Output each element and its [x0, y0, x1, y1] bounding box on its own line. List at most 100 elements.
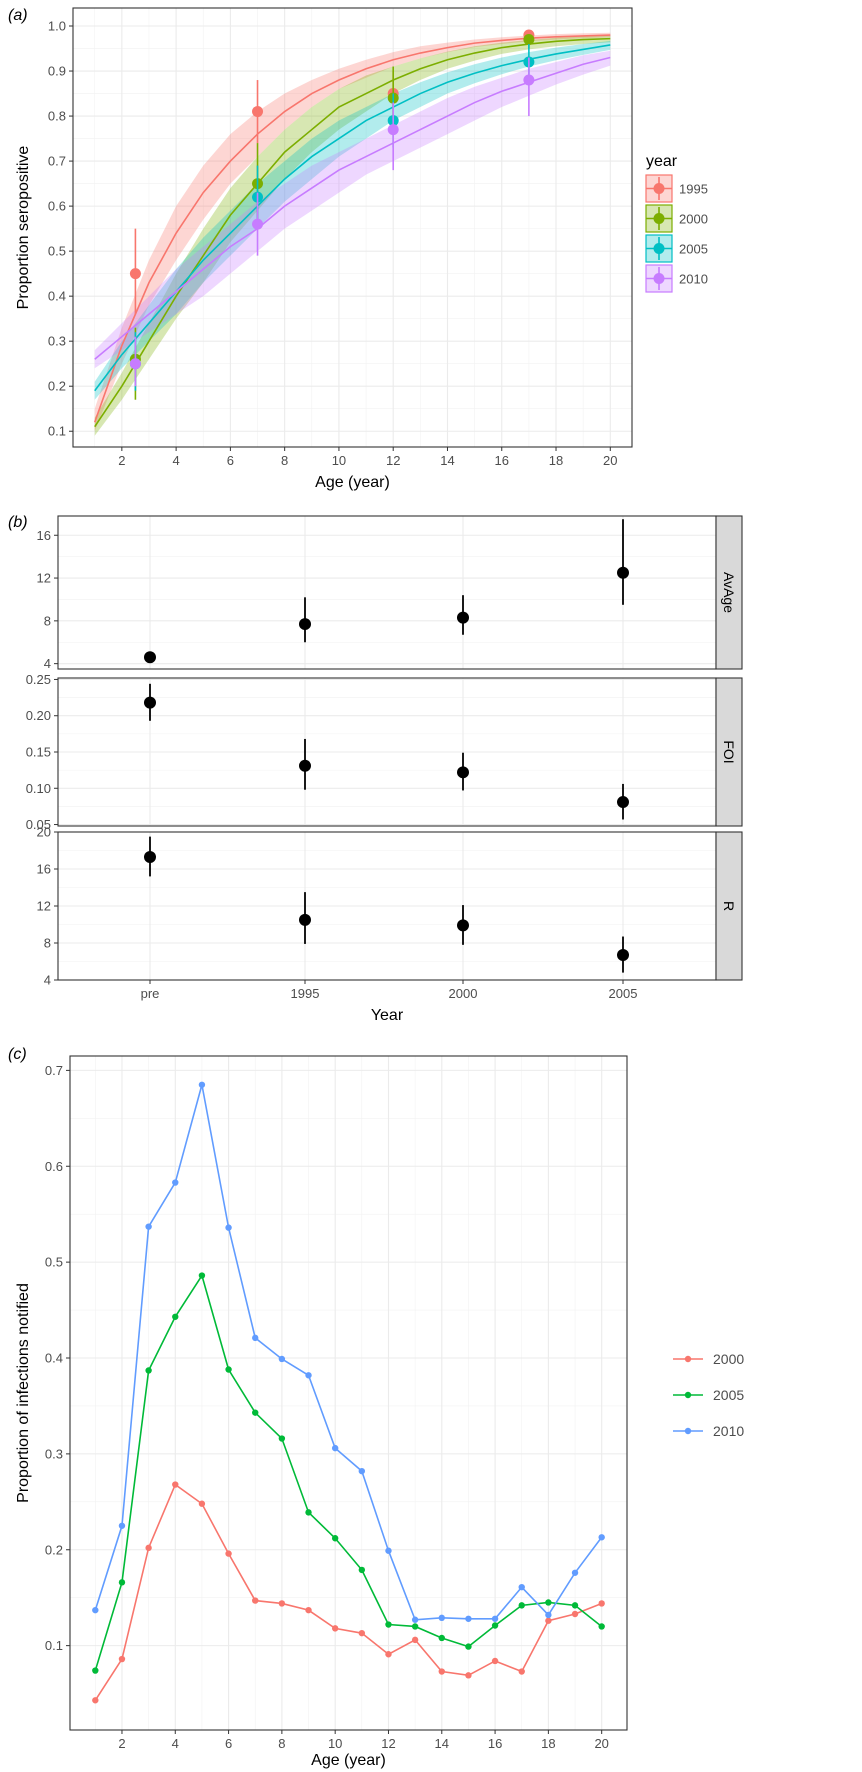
- c-point-2005: [491, 1622, 499, 1629]
- c-point-2000: [252, 1597, 259, 1604]
- a-legend-label-2010: 2010: [679, 272, 708, 287]
- b-FOI-y-tick-label: 0.25: [26, 672, 51, 687]
- c-panel-bg: [70, 1056, 627, 1730]
- b-FOI-point: [617, 796, 629, 809]
- c-point-2005: [358, 1566, 366, 1574]
- c-point-2010: [225, 1224, 232, 1231]
- a-point-1995: [129, 268, 141, 280]
- c-x-tick-label: 4: [172, 1736, 179, 1751]
- c-point-2000: [491, 1657, 499, 1665]
- panel-b-label: (b): [8, 514, 28, 531]
- b-AvAge-y-tick-label: 4: [44, 656, 51, 671]
- a-y-tick-label: 0.5: [48, 244, 66, 259]
- b-FOI-strip: [715, 677, 743, 827]
- c-y-tick-label: 0.1: [45, 1638, 63, 1653]
- a-legend-title: year: [646, 153, 678, 170]
- c-point-2010: [172, 1179, 179, 1186]
- c-point-2005: [225, 1366, 232, 1373]
- c-y-tick-label: 0.6: [45, 1159, 63, 1174]
- b-x-tick-label: 1995: [291, 986, 320, 1001]
- a-x-tick-label: 20: [603, 453, 617, 468]
- b-AvAge-strip-label: AvAge: [721, 572, 737, 613]
- b-R-point: [617, 949, 629, 962]
- c-point-2005: [571, 1602, 579, 1609]
- a-x-tick-label: 16: [495, 453, 509, 468]
- a-x-tick-label: 2: [118, 453, 125, 468]
- c-point-2000: [92, 1697, 99, 1704]
- panel-c-label: (c): [8, 1046, 27, 1063]
- c-point-2000: [571, 1610, 579, 1618]
- c-x-axis-title: Age (year): [311, 1752, 386, 1769]
- b-FOI-point: [299, 759, 311, 772]
- c-y-tick-label: 0.4: [45, 1351, 63, 1366]
- b-R-y-tick-label: 12: [37, 899, 51, 914]
- a-y-tick-label: 0.4: [48, 289, 66, 304]
- b-R-point: [457, 919, 469, 932]
- c-point-2000: [172, 1481, 179, 1488]
- a-ci-band-2010: [94, 50, 611, 369]
- c-point-2005: [278, 1435, 286, 1442]
- c-legend-key-point-2000: [684, 1355, 692, 1363]
- a-legend-key-point-2005: [653, 243, 665, 254]
- c-point-2010: [465, 1615, 472, 1622]
- c-point-2010: [491, 1615, 499, 1622]
- c-point-2005: [331, 1535, 339, 1542]
- c-point-2005: [198, 1272, 206, 1279]
- a-x-tick-label: 18: [549, 453, 563, 468]
- a-legend-key-point-1995: [653, 183, 665, 194]
- c-point-2005: [465, 1643, 472, 1650]
- a-x-axis-title: Age (year): [315, 474, 390, 491]
- b-R-strip: [715, 831, 743, 981]
- b-R-point: [144, 850, 156, 863]
- c-point-2005: [411, 1623, 419, 1630]
- b-R-y-tick-label: 16: [37, 862, 51, 877]
- c-point-2005: [118, 1579, 126, 1586]
- a-y-tick-label: 0.2: [48, 379, 66, 394]
- b-AvAge-point: [144, 651, 156, 664]
- c-y-tick-label: 0.5: [45, 1255, 63, 1270]
- c-point-2010: [438, 1614, 445, 1622]
- a-x-tick-label: 6: [227, 453, 234, 468]
- c-line-2010: [94, 1084, 603, 1621]
- c-legend-label-2005: 2005: [713, 1387, 744, 1403]
- c-point-2000: [278, 1600, 286, 1607]
- a-point-2010: [252, 218, 264, 230]
- b-AvAge-y-tick-label: 8: [44, 613, 51, 628]
- c-point-2005: [385, 1621, 392, 1628]
- c-point-2010: [305, 1372, 312, 1379]
- b-AvAge-panel-bg: [58, 516, 716, 669]
- c-point-2000: [385, 1651, 392, 1658]
- c-x-tick-label: 2: [118, 1736, 125, 1751]
- c-point-2005: [172, 1313, 179, 1320]
- c-x-tick-label: 14: [435, 1736, 449, 1751]
- b-AvAge-strip: [715, 515, 743, 670]
- a-panel-border: [72, 7, 633, 448]
- b-x-axis-title: Year: [371, 1007, 404, 1024]
- c-x-tick-label: 6: [225, 1736, 232, 1751]
- b-R-y-tick-label: 4: [44, 973, 51, 988]
- b-FOI-y-tick-label: 0.20: [26, 708, 51, 723]
- panel-a-label: (a): [8, 7, 28, 24]
- c-line-2000: [94, 1483, 602, 1701]
- c-point-2010: [331, 1444, 339, 1452]
- c-point-2010: [118, 1522, 126, 1529]
- a-y-tick-label: 0.3: [48, 334, 66, 349]
- b-AvAge-y-tick-label: 16: [37, 528, 51, 543]
- c-point-2010: [145, 1223, 152, 1230]
- c-point-2005: [598, 1623, 605, 1630]
- c-point-2005: [518, 1602, 525, 1609]
- b-R-y-tick-label: 20: [37, 825, 51, 840]
- a-legend-label-1995: 1995: [679, 182, 708, 197]
- b-FOI-y-tick-label: 0.15: [26, 745, 51, 760]
- b-R-point: [299, 913, 311, 926]
- a-y-axis-title: Proportion seropositive: [15, 146, 32, 310]
- a-x-tick-label: 14: [440, 453, 454, 468]
- b-R-strip-label: R: [721, 901, 737, 911]
- a-x-tick-label: 8: [281, 453, 288, 468]
- c-point-2000: [145, 1544, 152, 1552]
- c-point-2010: [411, 1616, 419, 1623]
- c-point-2005: [305, 1509, 312, 1516]
- c-point-2000: [225, 1550, 232, 1557]
- c-point-2000: [598, 1600, 605, 1607]
